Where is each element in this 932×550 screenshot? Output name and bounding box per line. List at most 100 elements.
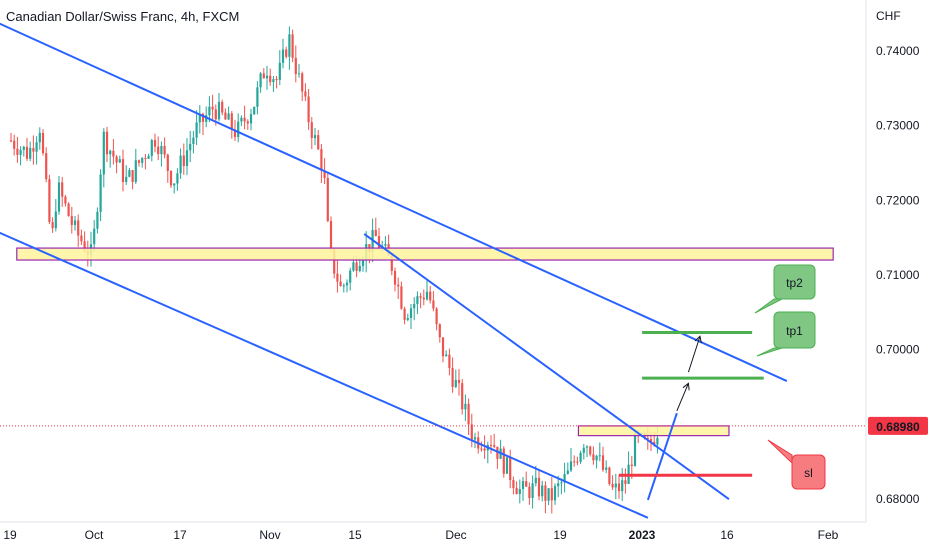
candle — [512, 476, 515, 495]
candle — [509, 449, 512, 489]
candle-body — [422, 297, 425, 300]
trend-line — [0, 231, 649, 519]
y-tick-label: 0.72000 — [876, 193, 920, 207]
candle — [160, 141, 163, 167]
candle-body — [403, 308, 406, 320]
candle — [9, 132, 13, 143]
candle — [102, 128, 105, 188]
candle-body — [45, 153, 48, 180]
candle-body — [326, 178, 329, 221]
candle — [531, 475, 534, 509]
candle — [419, 292, 422, 309]
x-tick-label: Dec — [445, 528, 466, 542]
candle-body — [537, 477, 541, 497]
candle — [275, 75, 278, 89]
candle-body — [243, 117, 246, 122]
candle-body — [374, 229, 377, 237]
candle-body — [435, 308, 438, 325]
arrow-head — [694, 335, 702, 344]
support-zone — [16, 247, 834, 261]
candle-body — [480, 448, 483, 450]
candle-body — [454, 379, 457, 387]
axes-layer: CHF 0.74000 0.73000 0.72000 0.71000 0.70000 0.… — [0, 0, 920, 542]
candle — [297, 63, 301, 78]
candle-body — [457, 379, 461, 384]
candle — [35, 136, 38, 165]
candle — [240, 115, 243, 127]
candle — [528, 482, 531, 505]
candle — [617, 474, 621, 499]
candle-body — [64, 196, 67, 204]
candle-body — [390, 255, 393, 271]
candle — [272, 75, 275, 92]
candle-body — [160, 145, 163, 155]
candle — [409, 304, 413, 330]
candle-body — [227, 113, 230, 120]
candle — [499, 439, 502, 459]
chart-title: Canadian Dollar/Swiss Franc, 4h, FXCM — [6, 9, 240, 24]
candle-body — [304, 91, 307, 97]
candle — [157, 136, 160, 161]
last-price-label: 0.68980 — [876, 420, 920, 434]
candle-body — [582, 447, 585, 453]
candle — [573, 455, 576, 467]
candle — [256, 81, 259, 115]
candle-body — [496, 446, 499, 459]
trend-line — [363, 233, 730, 500]
candle-body — [425, 291, 429, 300]
candle — [429, 286, 432, 304]
candle — [150, 138, 153, 162]
candle-body — [93, 228, 96, 245]
drawings-layer — [0, 22, 866, 519]
candle — [141, 157, 144, 168]
candle — [413, 297, 416, 321]
candle — [144, 154, 147, 170]
candle-body — [205, 115, 208, 122]
candle-body — [470, 424, 473, 440]
callout-box — [791, 454, 826, 490]
candle — [425, 280, 429, 301]
candle-body — [134, 160, 137, 182]
candle-body — [489, 445, 493, 447]
candle — [326, 172, 329, 223]
candle-body — [16, 148, 19, 155]
support-zone — [577, 425, 730, 437]
candle — [339, 274, 342, 287]
candle — [246, 119, 249, 130]
callout-tail — [756, 347, 783, 357]
arrow-line — [687, 336, 701, 373]
candle — [249, 108, 253, 131]
candle-body — [70, 216, 73, 225]
candle — [227, 106, 230, 120]
candle-body — [451, 367, 454, 387]
candle-body — [272, 79, 275, 83]
callout-label-tp1: tp1 — [786, 324, 803, 338]
x-tick-label: 17 — [173, 528, 187, 542]
candle — [307, 89, 310, 130]
candle-body — [419, 296, 422, 298]
candle-body — [224, 112, 227, 120]
candle — [384, 236, 387, 248]
candle — [515, 481, 518, 495]
candle — [416, 291, 419, 315]
candle — [176, 168, 179, 191]
candle-body — [211, 106, 214, 110]
candle-body — [230, 113, 233, 130]
x-tick-label: Feb — [818, 528, 839, 542]
currency-label: CHF — [876, 9, 901, 23]
candle — [217, 93, 221, 122]
candle — [544, 481, 547, 514]
candle — [265, 65, 269, 90]
candle — [422, 289, 425, 306]
candle-body — [432, 300, 435, 309]
candle-body — [96, 211, 99, 229]
candle-body — [22, 146, 25, 150]
candle — [32, 135, 35, 165]
candle — [230, 110, 233, 139]
trend-line — [646, 412, 678, 501]
candle — [550, 477, 553, 514]
candle-body — [118, 159, 121, 163]
candle — [454, 369, 457, 389]
candle-body — [269, 75, 272, 83]
